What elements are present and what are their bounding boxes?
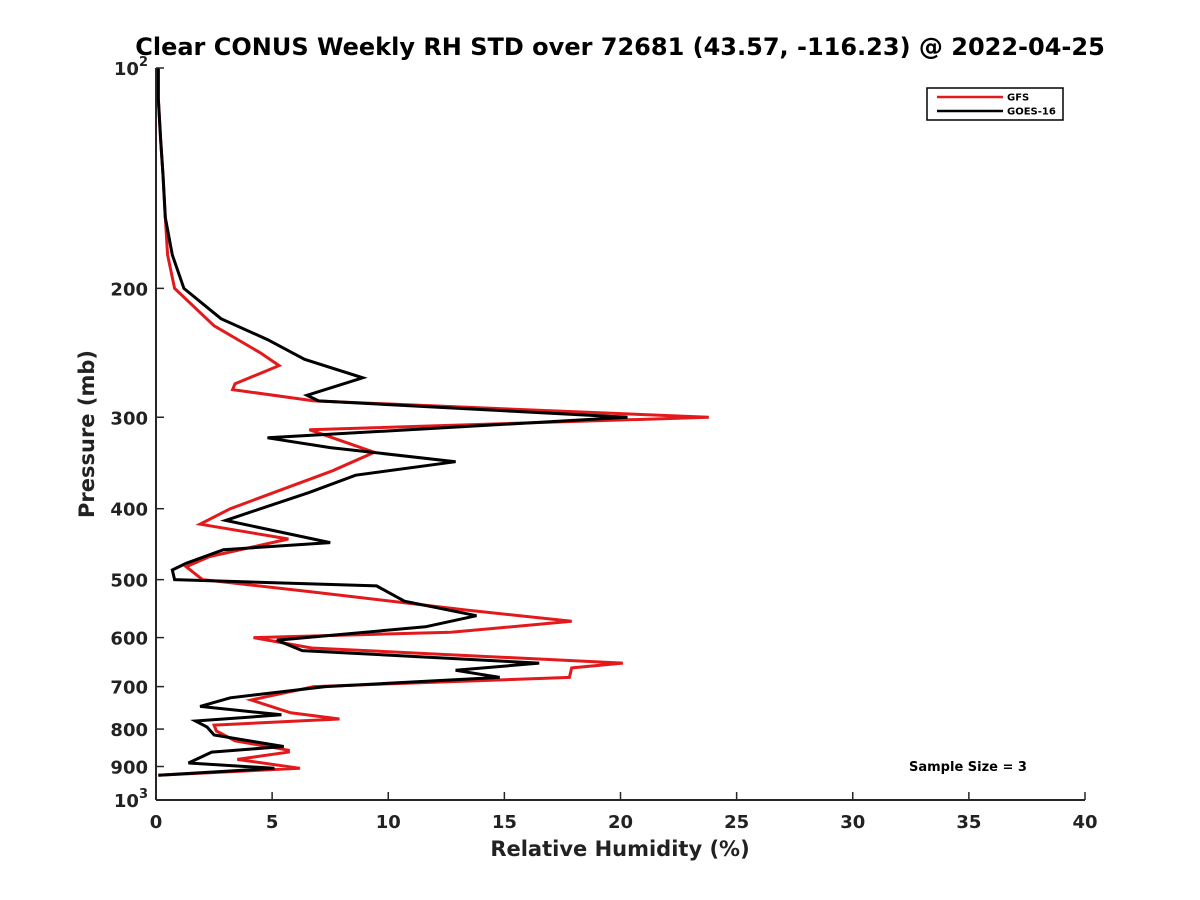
y-axis-label: Pressure (mb) [75,350,99,518]
y-tick-label: 200 [110,279,148,300]
y-tick-label: 103 [114,787,148,812]
chart-title: Clear CONUS Weekly RH STD over 72681 (43… [135,33,1105,61]
x-tick-label: 15 [492,812,517,833]
legend-box [926,87,1064,121]
y-tick-label: 600 [110,629,148,650]
y-tick-label: 300 [110,408,148,429]
x-tick-label: 0 [150,812,163,833]
x-axis-label: Relative Humidity (%) [490,837,749,861]
x-ticks: 0 5 10 15 20 25 30 35 40 [150,792,1098,833]
y-tick-label: 102 [114,55,148,80]
y-tick-label: 400 [110,500,148,521]
x-tick-label: 30 [840,812,865,833]
series-line-gfs [156,68,709,777]
series-layer [156,67,709,777]
x-tick-label: 35 [956,812,981,833]
y-tick-label: 500 [110,571,148,592]
legend: GFS GOES-16 [926,87,1064,121]
x-tick-label: 5 [266,812,279,833]
x-tick-label: 20 [608,812,633,833]
x-tick-label: 25 [724,812,749,833]
y-tick-label: 700 [110,678,148,699]
legend-label-gfs: GFS [1007,93,1029,104]
y-ticks: 102 200 300 400 500 600 700 800 900 103 [110,55,164,812]
y-tick-label: 800 [110,720,148,741]
x-tick-label: 10 [376,812,401,833]
legend-label-goes-16: GOES-16 [1007,107,1056,118]
x-tick-label: 40 [1072,812,1097,833]
y-tick-label: 900 [110,758,148,779]
series-line-goes-16 [156,68,628,777]
sample-size-annotation: Sample Size = 3 [909,760,1027,775]
